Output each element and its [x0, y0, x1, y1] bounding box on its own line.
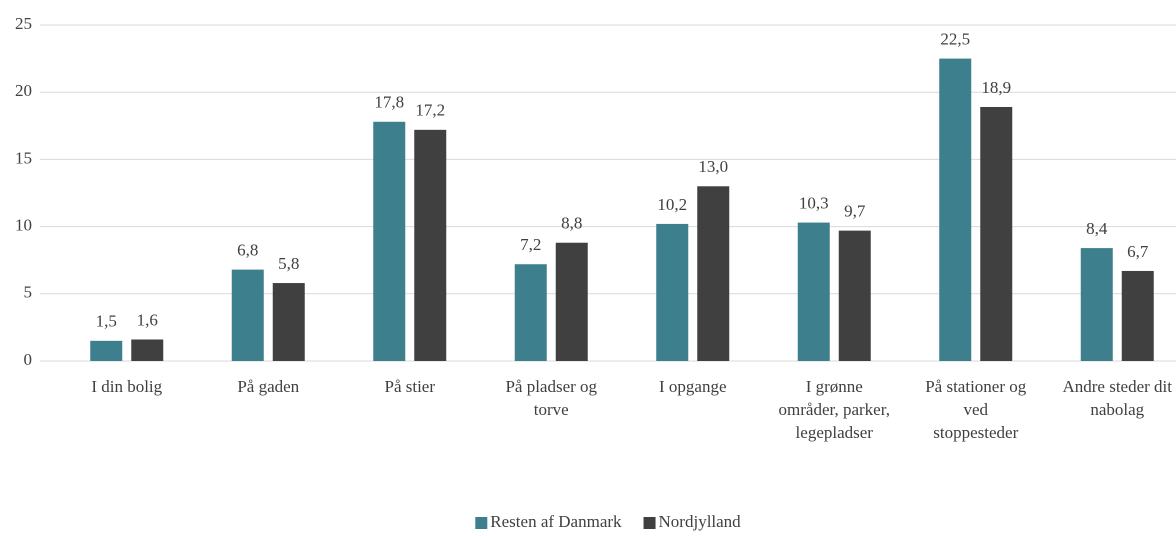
x-tick-label: På stationer og ved stoppesteder: [925, 377, 1027, 442]
bar: [1080, 248, 1113, 361]
value-label: 10,3: [799, 193, 829, 212]
y-tick-label: 15: [15, 148, 32, 167]
value-label: 7,2: [520, 235, 541, 254]
value-label: 5,8: [278, 254, 299, 273]
value-label: 8,4: [1086, 219, 1108, 238]
value-label: 18,9: [981, 78, 1011, 97]
bar: [980, 106, 1013, 361]
bar: [1121, 270, 1154, 361]
value-label: 17,8: [374, 93, 404, 112]
y-tick-label: 10: [15, 216, 32, 235]
value-label: 13,0: [698, 157, 728, 176]
bar: [656, 223, 689, 361]
x-tick-label: Andre steder dit nabolag: [1062, 377, 1172, 419]
value-label: 22,5: [940, 30, 970, 49]
y-tick-label: 25: [15, 14, 32, 33]
value-label: 6,7: [1127, 242, 1149, 261]
value-label: 9,7: [844, 202, 866, 221]
legend-swatch: [475, 517, 488, 529]
legend-swatch: [643, 517, 656, 529]
x-tick-label: På pladser og torve: [505, 377, 597, 419]
x-tick-label: I opgange: [659, 377, 727, 396]
value-label: 17,2: [415, 101, 445, 120]
legend-label: Nordjylland: [659, 512, 742, 531]
value-label: 6,8: [237, 241, 258, 260]
bar: [373, 121, 406, 361]
value-label: 10,2: [657, 195, 687, 214]
bar: [697, 186, 730, 361]
bar: [231, 269, 264, 361]
bar: [838, 230, 871, 361]
value-label: 1,6: [137, 310, 158, 329]
bar: [555, 242, 588, 361]
bar: [414, 129, 447, 361]
bar: [939, 58, 972, 361]
value-label: 8,8: [561, 214, 582, 233]
x-tick-label: På gaden: [237, 377, 299, 396]
legend-label: Resten af Danmark: [490, 512, 622, 531]
bar: [272, 283, 305, 361]
x-tick-label: På stier: [384, 377, 435, 396]
bar: [131, 339, 164, 361]
bar: [514, 264, 547, 361]
bar: [797, 222, 830, 361]
x-tick-label: I grønne områder, parker, legepladser: [779, 377, 890, 442]
y-tick-label: 20: [15, 81, 32, 100]
value-label: 1,5: [96, 312, 117, 331]
y-tick-label: 5: [24, 283, 33, 302]
bar: [90, 340, 123, 361]
x-tick-label: I din bolig: [91, 377, 162, 396]
y-tick-label: 0: [24, 350, 33, 369]
